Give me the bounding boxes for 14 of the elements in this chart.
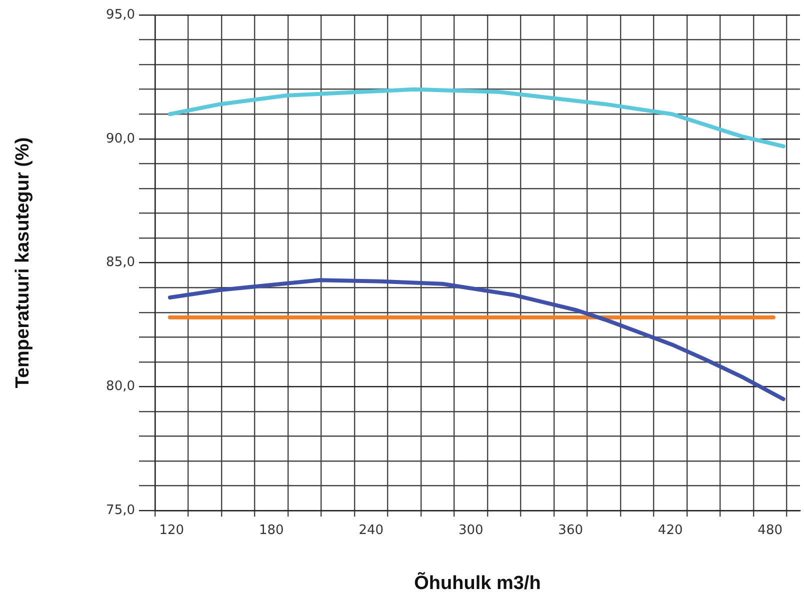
x-tick-label: 120 xyxy=(159,522,184,538)
y-tick-label: 85,0 xyxy=(106,255,135,270)
x-tick-label: 180 xyxy=(258,522,284,538)
x-tick-label: 240 xyxy=(358,522,384,538)
y-axis-title: Temperatuuri kasutegur (%) xyxy=(12,137,34,388)
y-tick-label: 75,0 xyxy=(106,502,135,518)
x-tick-label: 300 xyxy=(458,522,484,538)
x-axis-title: Õhuhulk m3/h xyxy=(414,572,541,594)
x-tick-label: 360 xyxy=(558,522,584,538)
x-tick-label: 480 xyxy=(758,522,782,538)
x-tick-label: 420 xyxy=(658,522,683,538)
y-tick-label: 90,0 xyxy=(106,131,135,146)
y-tick-label: 80,0 xyxy=(106,379,135,394)
y-tick-label: 95,0 xyxy=(106,7,135,22)
